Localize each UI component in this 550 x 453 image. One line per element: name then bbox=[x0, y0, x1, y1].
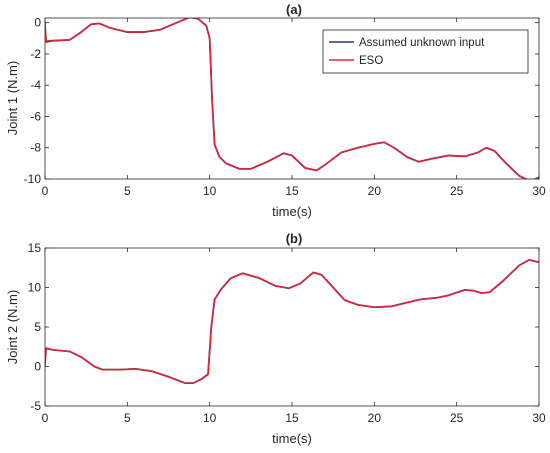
tick-layer: 0 5 10 15 20 25 30 0 -2 -4 -6 -8 -10 bbox=[24, 16, 546, 198]
plot-title: (b) bbox=[286, 231, 303, 246]
y-tick-label: -10 bbox=[24, 172, 42, 186]
y-tick-label: -5 bbox=[30, 399, 41, 413]
plot-area bbox=[45, 248, 539, 406]
legend-label-assumed-unknown-input: Assumed unknown input bbox=[359, 37, 485, 49]
legend-box bbox=[322, 29, 529, 74]
axes-box bbox=[44, 17, 540, 180]
x-tick-label: 0 bbox=[42, 411, 49, 425]
x-tick-label: 30 bbox=[532, 184, 546, 198]
axes-box bbox=[44, 247, 540, 407]
series-line-eso bbox=[45, 18, 539, 179]
x-tick-label: 25 bbox=[450, 411, 464, 425]
x-tick-label: 10 bbox=[203, 184, 217, 198]
y-tick-label: -6 bbox=[30, 109, 41, 123]
x-tick-label: 25 bbox=[450, 184, 464, 198]
y-tick-label: -2 bbox=[30, 47, 41, 61]
y-tick-label: -8 bbox=[30, 141, 41, 155]
x-axis-label: time(s) bbox=[272, 431, 312, 446]
y-tick-label: 10 bbox=[28, 281, 42, 295]
x-tick-label: 20 bbox=[368, 411, 382, 425]
x-tick-label: 20 bbox=[368, 184, 382, 198]
y-axis-label: Joint 1 (N.m) bbox=[5, 61, 20, 135]
series-layer bbox=[45, 18, 539, 179]
y-tick-label: 0 bbox=[34, 360, 41, 374]
x-axis-label: time(s) bbox=[272, 204, 312, 219]
x-tick-label: 10 bbox=[203, 411, 217, 425]
x-tick-label: 5 bbox=[124, 184, 131, 198]
x-tick-label: 0 bbox=[42, 184, 49, 198]
plot-title: (a) bbox=[286, 2, 302, 17]
y-tick-label: -4 bbox=[30, 78, 41, 92]
y-axis-label: Joint 2 (N.m) bbox=[5, 290, 20, 364]
y-tick-label: 15 bbox=[28, 241, 42, 255]
y-tick-label: 0 bbox=[34, 16, 41, 30]
x-tick-label: 30 bbox=[532, 411, 546, 425]
x-tick-label: 15 bbox=[285, 411, 299, 425]
x-tick-label: 5 bbox=[124, 411, 131, 425]
plot-joint-1: (a) 0 5 10 15 20 25 30 0 -2 -4 -6 -8 -10 time(s) Joi… bbox=[5, 2, 546, 219]
y-tick-label: 5 bbox=[34, 320, 41, 334]
series-line-eso bbox=[45, 259, 539, 384]
legend-label-eso: ESO bbox=[359, 55, 383, 67]
legend: Assumed unknown input ESO bbox=[322, 29, 529, 74]
series-layer bbox=[45, 258, 539, 384]
x-tick-label: 15 bbox=[285, 184, 299, 198]
